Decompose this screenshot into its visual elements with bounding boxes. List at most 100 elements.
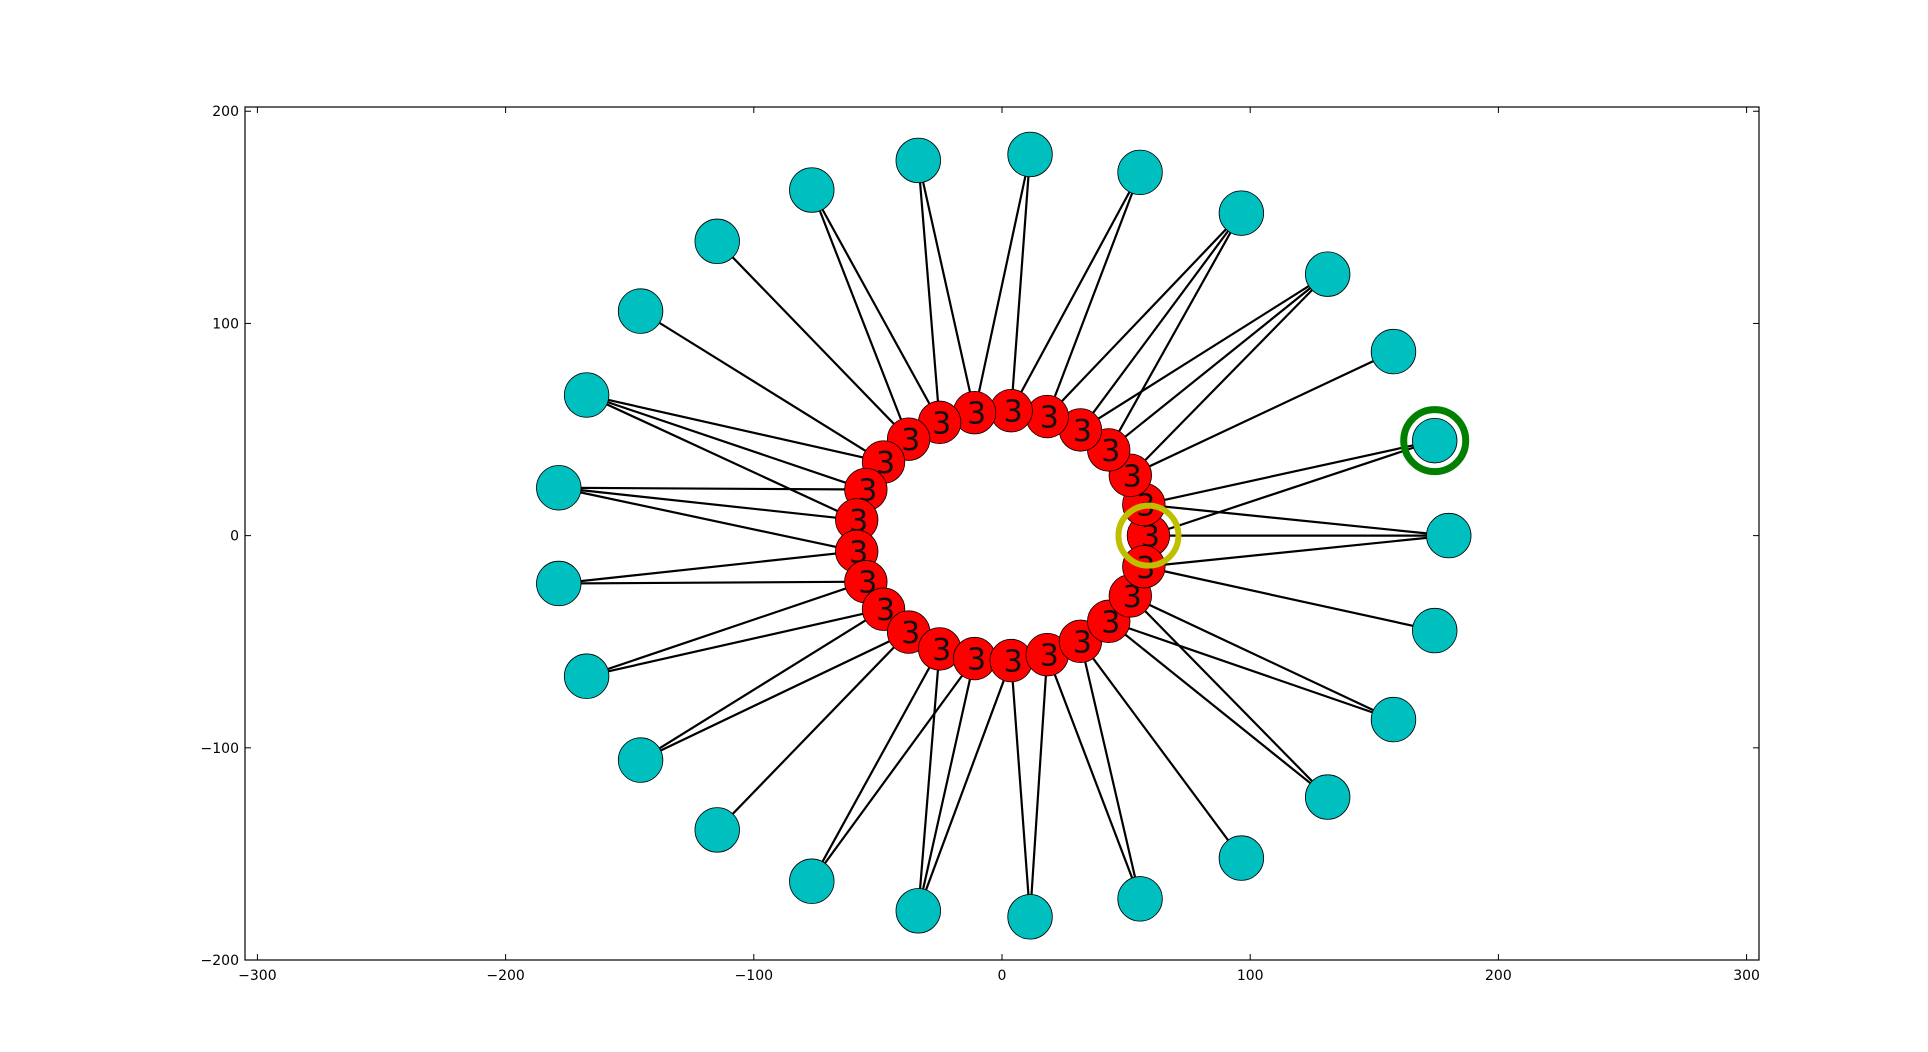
- edge-arrow: [639, 310, 885, 463]
- edge-arrow: [557, 483, 866, 492]
- outer-node: [617, 737, 664, 783]
- x-tick-label: 0: [998, 968, 1007, 984]
- y-tick-label: −200: [201, 953, 239, 969]
- edge-arrow: [557, 579, 866, 588]
- edge-arrow: [639, 608, 885, 762]
- outer-node: [1426, 512, 1472, 559]
- edge-arrow: [810, 648, 941, 883]
- edge-arrow: [585, 393, 867, 491]
- outer-node: [1007, 131, 1053, 178]
- edge-arrow: [1108, 620, 1395, 721]
- edge-arrow: [557, 485, 857, 553]
- outer-nodes-layer: [536, 131, 1472, 940]
- inner-node-label: 3: [1123, 459, 1142, 494]
- outer-node: [1304, 774, 1351, 820]
- edge-arrow: [1129, 273, 1329, 477]
- inner-node-label: 3: [1101, 605, 1120, 640]
- y-tick-label: −100: [201, 741, 239, 757]
- edge-arrow: [1079, 641, 1142, 900]
- edge-arrow: [1079, 273, 1329, 431]
- edge-arrow: [1079, 212, 1243, 431]
- edge-arrow: [1143, 503, 1450, 539]
- edge-arrow: [917, 660, 1013, 912]
- inner-node-label: 3: [1073, 625, 1092, 660]
- inner-node-label: 3: [901, 423, 920, 458]
- edge-arrow: [585, 608, 884, 679]
- outer-node: [895, 888, 941, 934]
- edge-arrow: [557, 484, 857, 522]
- outer-node: [563, 372, 610, 418]
- outer-node: [563, 653, 610, 699]
- outer-node: [1117, 876, 1163, 922]
- inner-node-label: 3: [876, 446, 895, 481]
- inner-node-label: 3: [1040, 401, 1059, 436]
- outer-node: [1218, 835, 1265, 881]
- edge-arrow: [1108, 620, 1329, 798]
- plot-area: [245, 107, 1759, 960]
- inner-node-label: 3: [932, 633, 951, 668]
- x-tick-label: 200: [1485, 968, 1512, 984]
- x-tick-label: −100: [735, 968, 773, 984]
- highlight-ring-outer: [1400, 406, 1470, 476]
- outer-node: [694, 218, 740, 265]
- inner-node-label: 3: [1004, 645, 1023, 680]
- edge-arrow: [1148, 439, 1436, 537]
- outer-node: [617, 288, 664, 334]
- y-tick-label: 100: [212, 316, 239, 332]
- outer-node: [1370, 328, 1417, 375]
- outer-node: [536, 560, 582, 607]
- edge-arrow: [557, 550, 857, 587]
- inner-node-label: 3: [901, 616, 920, 651]
- outer-node: [1412, 607, 1458, 654]
- edge-arrow: [1046, 212, 1243, 418]
- x-tick-label: 300: [1733, 968, 1760, 984]
- x-tick-label: −200: [486, 968, 524, 984]
- inner-node-label: 3: [1040, 639, 1059, 674]
- edge-arrow: [1129, 350, 1395, 477]
- edge-arrow: [716, 240, 910, 440]
- edge-arrow: [1046, 654, 1142, 900]
- outer-node: [895, 137, 941, 184]
- arrows-layer: [557, 153, 1450, 918]
- inner-node-label: 3: [967, 397, 986, 432]
- edge-arrow: [639, 631, 910, 762]
- edge-arrow: [1010, 171, 1142, 412]
- edge-arrow: [585, 394, 858, 521]
- y-tick-label: 200: [212, 104, 239, 120]
- y-tick-label: 0: [230, 529, 239, 545]
- edge-arrow: [1079, 640, 1243, 859]
- edge-arrow: [916, 159, 976, 413]
- outer-node: [1304, 251, 1351, 297]
- outer-node: [789, 858, 835, 904]
- edge-arrow: [810, 657, 976, 883]
- inner-node-label: 3: [876, 593, 895, 628]
- x-tick-label: −300: [238, 968, 276, 984]
- x-tick-label: 100: [1237, 968, 1264, 984]
- highlight-layer: [1115, 406, 1470, 569]
- inner-node-label: 3: [1004, 395, 1023, 430]
- edge-arrow: [1143, 565, 1436, 633]
- outer-node: [1117, 149, 1163, 196]
- outer-node: [1007, 894, 1053, 940]
- edge-arrow: [1129, 595, 1329, 798]
- edge-arrow: [1107, 212, 1243, 451]
- outer-node: [789, 167, 835, 213]
- edge-arrow: [1046, 171, 1142, 417]
- outer-node: [1412, 417, 1458, 464]
- inner-node-label: 3: [932, 406, 951, 441]
- edge-arrow: [1010, 660, 1034, 918]
- outer-node: [694, 807, 740, 853]
- inner-node-label: 3: [967, 643, 986, 678]
- edge-arrow: [585, 580, 867, 678]
- edge-arrow: [1129, 594, 1395, 721]
- edge-arrow: [1026, 654, 1049, 918]
- outer-node: [1218, 190, 1265, 236]
- edge-arrow: [916, 658, 976, 912]
- edge-arrow: [716, 631, 910, 831]
- edge-arrow: [1010, 153, 1034, 411]
- edge-arrow: [1108, 273, 1329, 451]
- edge-arrow: [585, 393, 884, 464]
- edge-arrow: [1143, 532, 1450, 568]
